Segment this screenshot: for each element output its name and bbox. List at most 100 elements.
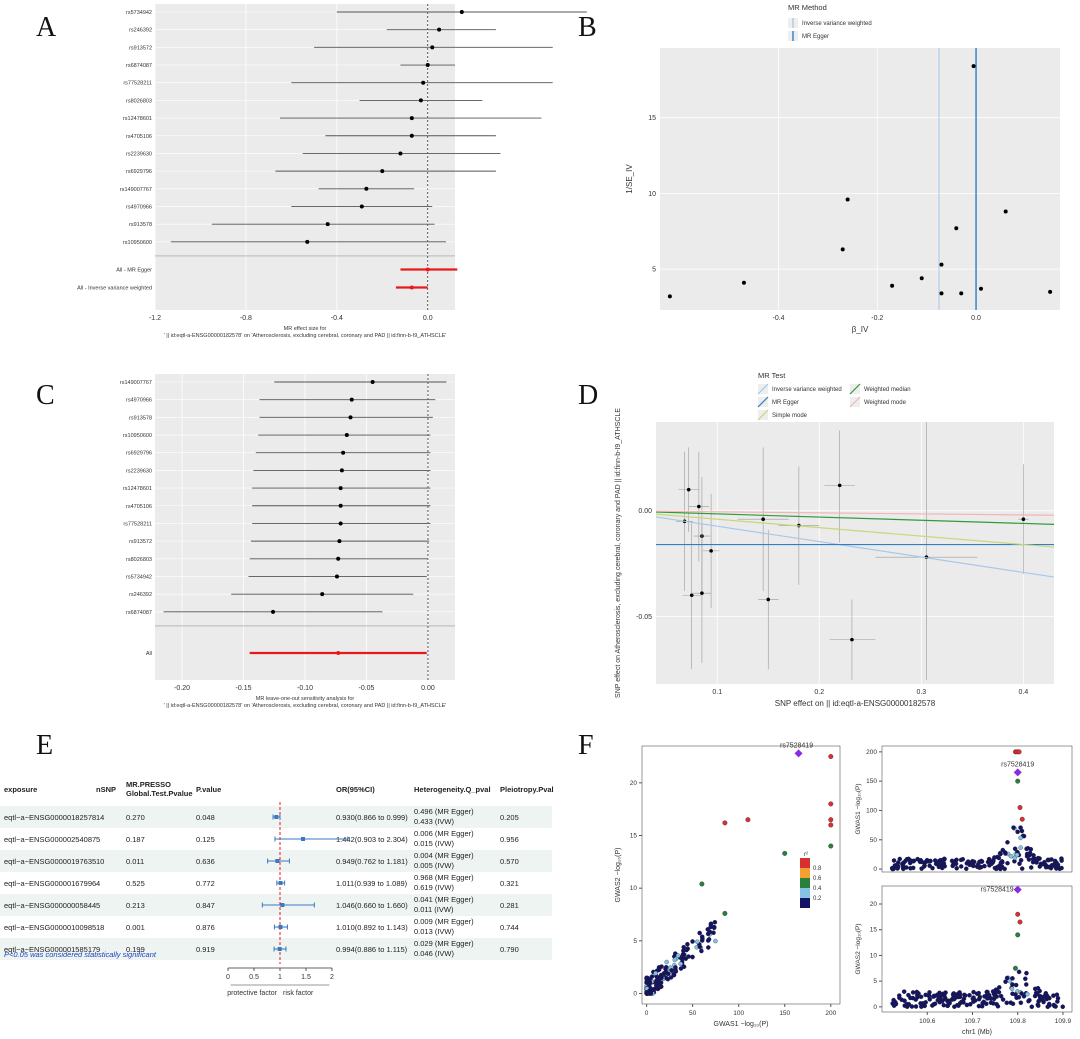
x-tick-label: -0.8 xyxy=(240,315,252,322)
snp-dot xyxy=(946,998,951,1003)
snp-dot xyxy=(1004,1000,1009,1006)
snp-dot xyxy=(654,980,659,986)
snp-dot xyxy=(686,954,691,959)
snp-dot xyxy=(1035,1002,1041,1008)
data-point xyxy=(766,597,771,602)
legend-label: Inverse variance weighted xyxy=(802,21,872,27)
table-cell: 0.994(0.886 to 1.115) xyxy=(336,945,408,954)
snp-dot xyxy=(1019,816,1025,822)
snp-dot xyxy=(695,939,700,945)
snp-dot xyxy=(1038,993,1043,999)
ld-legend-swatch xyxy=(800,858,810,868)
snp-dot xyxy=(958,1000,963,1006)
heterogeneity-egger: 0.009 (MR Egger) xyxy=(414,917,474,926)
snp-point xyxy=(320,592,325,597)
snp-label: rs77528211 xyxy=(123,521,152,527)
snp-dot xyxy=(673,965,678,970)
snp-point xyxy=(398,151,403,156)
table-cell: 0.011 xyxy=(126,857,145,866)
data-point xyxy=(971,64,976,69)
leave-one-out-plot-c: -0.20 -0.15 -0.10 -0.05 0.00 rs149007767 rs497… xyxy=(120,374,455,709)
snp-dot xyxy=(986,992,992,998)
x-tick-label: 0.0 xyxy=(423,315,433,322)
snp-dot xyxy=(690,939,695,944)
y-axis-title: GWAS2 −log₁₀(P) xyxy=(855,923,862,974)
snp-point xyxy=(359,204,364,209)
snp-dot xyxy=(1052,1003,1057,1009)
snp-dot xyxy=(699,934,705,939)
snp-label: rs10950600 xyxy=(123,240,152,246)
snp-dot xyxy=(1016,969,1022,975)
table-cell: 0.281 xyxy=(500,901,519,910)
table-cell: 0.270 xyxy=(126,813,145,822)
y-tick-label: 10 xyxy=(648,191,656,198)
snp-dot xyxy=(1045,1004,1050,1009)
snp-dot xyxy=(932,993,938,999)
table-cell: 0.048 xyxy=(196,813,215,822)
x-tick-label: -0.20 xyxy=(174,685,190,692)
snp-dot xyxy=(1040,997,1045,1002)
x-tick-label: 109.7 xyxy=(964,1018,981,1025)
table-cell: 0.876 xyxy=(196,923,215,932)
snp-dot xyxy=(991,996,997,1002)
x-axis-title-line: MR effect size for xyxy=(284,326,327,332)
snp-dot xyxy=(649,974,655,979)
x-axis-title: GWAS1 −log₁₀(P) xyxy=(714,1021,769,1028)
snp-dot xyxy=(1044,863,1049,869)
snp-dot xyxy=(962,992,967,998)
snp-label: rs246392 xyxy=(129,592,152,598)
snp-dot xyxy=(1011,825,1016,830)
snp-label: rs8026803 xyxy=(126,98,152,104)
snp-label: rs4705106 xyxy=(126,134,152,140)
snp-dot xyxy=(936,858,942,864)
y-tick-label: 100 xyxy=(866,807,877,814)
snp-dot xyxy=(663,965,669,970)
snp-point xyxy=(338,521,343,526)
x-tick-label: 0 xyxy=(645,1010,649,1017)
column-header: exposure xyxy=(4,785,38,794)
table-cell: 0.125 xyxy=(196,835,215,844)
snp-dot xyxy=(1000,997,1006,1002)
snp-label: rs5734942 xyxy=(126,574,152,580)
data-point xyxy=(939,262,944,267)
y-tick-label: 10 xyxy=(870,952,878,959)
data-point xyxy=(1048,289,1053,294)
lead-snp-label: rs7528419 xyxy=(981,887,1014,894)
x-tick-label: 0.2 xyxy=(814,689,824,696)
y-axis-title: GWAS2 −log₁₀(P) xyxy=(615,848,622,903)
y-axis-title: SNP effect on Atherosclerosis, excluding… xyxy=(615,408,622,698)
snp-dot xyxy=(970,863,975,868)
data-point xyxy=(689,593,694,598)
table-cell: 0.919 xyxy=(196,945,215,954)
or-axis-tick-label: 1.5 xyxy=(301,974,311,981)
snp-dot xyxy=(901,860,907,866)
data-point xyxy=(939,291,944,296)
or-axis-tick-label: 2 xyxy=(330,974,334,981)
table-cell: eqtl−a−ENSG00000167996 xyxy=(4,879,97,888)
table-cell: 0.744 xyxy=(500,923,519,932)
snp-dot xyxy=(1015,911,1021,917)
panel-label-b: B xyxy=(578,12,597,43)
legend-label: MR Egger xyxy=(772,400,799,406)
snp-point xyxy=(380,169,385,174)
snp-label: rs12478601 xyxy=(123,486,152,492)
snp-dot xyxy=(1019,991,1024,996)
snp-dot xyxy=(899,997,904,1003)
snp-dot xyxy=(1016,749,1022,755)
snp-dot xyxy=(1018,835,1023,841)
snp-dot xyxy=(678,961,683,967)
funnel-plot-b: -0.4 -0.2 0.0 5 10 15 β_IV 1/SE_IV MR Method Inve… xyxy=(625,3,1060,334)
snp-dot xyxy=(712,919,718,925)
snp-dot xyxy=(828,801,834,807)
table-cell: eqtl−a−ENSG00000100985 xyxy=(4,923,97,932)
mr-line xyxy=(655,510,1055,516)
snp-dot xyxy=(927,863,932,869)
data-point xyxy=(954,226,959,231)
snp-dot xyxy=(924,857,930,863)
x-tick-label: 0.0 xyxy=(971,315,981,322)
snp-dot xyxy=(653,970,658,976)
or-axis-tick-label: 0 xyxy=(226,974,230,981)
snp-dot xyxy=(708,922,714,927)
data-point xyxy=(667,294,672,299)
snp-dot xyxy=(1019,866,1025,871)
